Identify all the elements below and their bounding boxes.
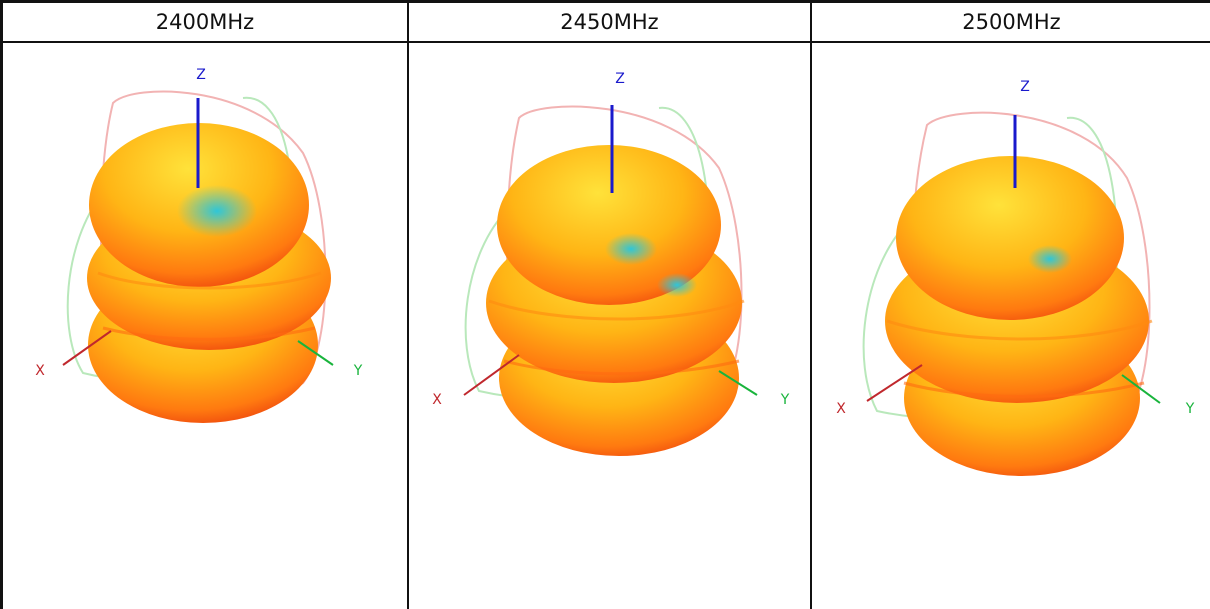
pattern-body — [87, 123, 331, 423]
radiation-pattern-2500mhz: Z X Y — [812, 43, 1210, 609]
pattern-body — [486, 145, 744, 456]
z-axis-label: Z — [1020, 79, 1030, 95]
header-2500mhz: 2500MHz — [812, 3, 1210, 43]
null-region — [1028, 245, 1072, 273]
z-axis-label: Z — [615, 71, 625, 87]
null-region — [177, 185, 257, 237]
pattern-cell-2500mhz: Z X Y — [812, 43, 1210, 609]
pattern-body — [885, 156, 1152, 476]
y-axis-label: Y — [353, 363, 363, 379]
y-axis-label: Y — [1185, 401, 1195, 417]
radiation-pattern-2400mhz: Z X Y — [3, 43, 407, 609]
x-axis-label: X — [836, 401, 846, 417]
null-region — [605, 233, 657, 265]
x-axis-label: X — [35, 363, 45, 379]
radiation-pattern-2450mhz: Z X Y — [409, 43, 810, 609]
header-2450mhz: 2450MHz — [409, 3, 812, 43]
header-2400mhz: 2400MHz — [3, 3, 409, 43]
pattern-cell-2400mhz: Z X Y — [3, 43, 409, 609]
x-axis-label: X — [432, 392, 442, 408]
y-axis-label: Y — [780, 392, 790, 408]
null-region-2 — [657, 273, 697, 297]
pattern-cell-2450mhz: Z X Y — [409, 43, 812, 609]
z-axis-label: Z — [196, 67, 206, 83]
